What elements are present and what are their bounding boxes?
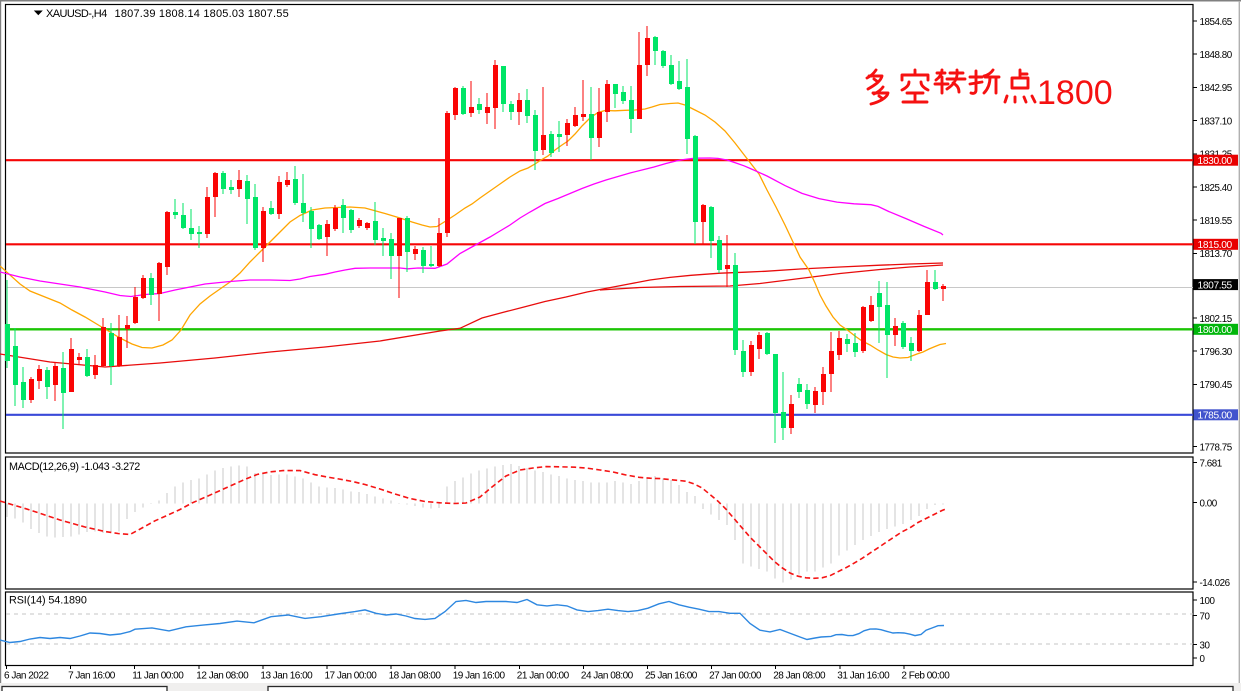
- svg-text:12 Jan 08:00: 12 Jan 08:00: [196, 671, 249, 682]
- svg-text:1837.10: 1837.10: [1200, 116, 1233, 127]
- svg-text:1802.15: 1802.15: [1200, 314, 1233, 325]
- svg-text:7 Jan 16:00: 7 Jan 16:00: [68, 671, 116, 682]
- svg-text:24 Jan 08:00: 24 Jan 08:00: [581, 671, 634, 682]
- svg-text:27 Jan 00:00: 27 Jan 00:00: [709, 671, 762, 682]
- svg-text:28 Jan 08:00: 28 Jan 08:00: [773, 671, 826, 682]
- svg-text:1790.45: 1790.45: [1200, 380, 1233, 391]
- svg-text:17 Jan 00:00: 17 Jan 00:00: [325, 671, 378, 682]
- svg-text:31 Jan 16:00: 31 Jan 16:00: [837, 671, 890, 682]
- svg-text:1800: 1800: [1037, 74, 1113, 112]
- svg-text:19 Jan 16:00: 19 Jan 16:00: [453, 671, 506, 682]
- svg-text:1830.00: 1830.00: [1198, 156, 1233, 167]
- svg-text:70: 70: [1200, 611, 1211, 622]
- svg-text:1825.40: 1825.40: [1200, 183, 1233, 194]
- svg-text:30: 30: [1200, 640, 1211, 651]
- svg-text:1813.70: 1813.70: [1200, 249, 1233, 260]
- svg-text:6 Jan 2022: 6 Jan 2022: [4, 671, 49, 682]
- svg-text:1807.39 1808.14 1805.03 1807.5: 1807.39 1808.14 1805.03 1807.55: [115, 8, 289, 20]
- svg-text:11 Jan 00:00: 11 Jan 00:00: [132, 671, 184, 682]
- svg-text:1800.00: 1800.00: [1198, 325, 1233, 336]
- svg-text:MACD(12,26,9) -1.043 -3.272: MACD(12,26,9) -1.043 -3.272: [9, 461, 140, 473]
- svg-text:100: 100: [1200, 596, 1216, 607]
- svg-text:XAUUSD-,H4: XAUUSD-,H4: [46, 8, 107, 20]
- svg-text:25 Jan 16:00: 25 Jan 16:00: [645, 671, 698, 682]
- svg-text:0.00: 0.00: [1200, 499, 1218, 510]
- svg-text:1854.65: 1854.65: [1200, 17, 1233, 28]
- svg-text:-14.026: -14.026: [1200, 578, 1231, 589]
- svg-text:18 Jan 08:00: 18 Jan 08:00: [389, 671, 442, 682]
- svg-text:RSI(14) 54.1890: RSI(14) 54.1890: [9, 595, 87, 607]
- svg-text:1785.00: 1785.00: [1198, 411, 1233, 422]
- svg-text:13 Jan 16:00: 13 Jan 16:00: [260, 671, 313, 682]
- svg-text:1842.95: 1842.95: [1200, 83, 1233, 94]
- svg-text:2 Feb 00:00: 2 Feb 00:00: [901, 671, 950, 682]
- svg-text:0: 0: [1200, 654, 1206, 665]
- svg-text:1815.00: 1815.00: [1198, 240, 1233, 251]
- svg-text:1796.30: 1796.30: [1200, 347, 1233, 358]
- svg-text:1848.80: 1848.80: [1200, 50, 1233, 61]
- svg-text:1807.55: 1807.55: [1198, 280, 1233, 291]
- svg-text:1778.75: 1778.75: [1200, 442, 1233, 453]
- svg-text:21 Jan 00:00: 21 Jan 00:00: [517, 671, 570, 682]
- svg-text:1819.55: 1819.55: [1200, 216, 1233, 227]
- svg-text:7.681: 7.681: [1200, 459, 1222, 470]
